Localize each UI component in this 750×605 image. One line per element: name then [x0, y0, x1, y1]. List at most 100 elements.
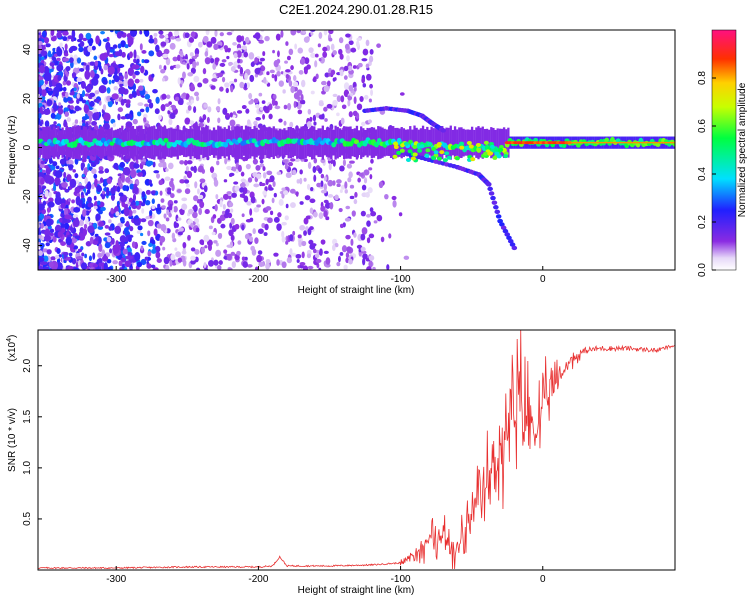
spectrogram-noise-cell [112, 122, 116, 128]
spectrogram-noise-cell [308, 239, 314, 245]
spectrogram-noise-cell [87, 202, 94, 208]
spectrogram-noise-cell [361, 227, 368, 235]
spectrogram-noise-cell [54, 254, 60, 260]
spectrogram-clump [419, 144, 425, 149]
spectrogram-noise-cell [234, 185, 240, 192]
spectrogram-noise-cell [258, 261, 265, 267]
spectrogram-noise-cell [65, 80, 72, 86]
spectrogram-noise-cell [160, 68, 166, 74]
spectrogram-noise-cell [91, 45, 96, 51]
spectrogram-noise-cell [182, 71, 186, 79]
spectrogram-noise-cell [215, 106, 221, 112]
spectrogram-band-peak [567, 141, 573, 145]
spectrogram-noise-cell [380, 236, 385, 243]
spectrogram-noise-cell [272, 49, 275, 54]
spectrogram-noise-cell [299, 201, 304, 205]
spectrogram-noise-cell [100, 206, 106, 212]
spectrogram-noise-cell [40, 50, 48, 56]
spectrogram-noise-cell [85, 64, 90, 73]
spectrogram-noise-cell [362, 48, 369, 56]
spectrogram-noise-cell [222, 107, 228, 115]
spectrogram-noise-cell [237, 58, 241, 64]
spectrogram-noise-cell [356, 244, 363, 249]
spectrogram-noise-cell [261, 222, 266, 229]
spectrogram-noise-cell [318, 167, 323, 174]
spectrogram-noise-cell [246, 119, 251, 125]
spectrogram-noise-cell [134, 252, 141, 262]
spectrogram-noise-cell [328, 73, 332, 77]
spectrogram-noise-cell [102, 104, 107, 111]
spectrogram-noise-cell [273, 252, 279, 257]
spectrogram-noise-cell [59, 158, 66, 165]
spectrogram-noise-cell [296, 179, 300, 184]
spectrogram-noise-cell [239, 187, 245, 193]
spectrogram-noise-cell [166, 190, 172, 195]
spectrogram-noise-cell [102, 255, 109, 262]
spectrogram-noise-cell [307, 265, 314, 270]
spectrogram-noise-cell [82, 174, 86, 178]
spectrogram-y-tick-label: -20 [22, 189, 33, 204]
spectrogram-noise-cell [192, 206, 197, 210]
spectrogram-noise-cell [73, 206, 81, 213]
spectrogram-noise-cell [321, 80, 327, 86]
spectrogram-noise-cell [343, 264, 348, 270]
spectrogram-noise-cell [254, 32, 261, 40]
spectrogram-noise-cell [56, 248, 61, 255]
spectrogram-noise-cell [47, 53, 53, 58]
spectrogram-noise-cell [222, 193, 229, 200]
colorbar: 0.0 0.2 0.4 0.6 0.8 Normalized spectral ampl… [697, 29, 748, 277]
spectrogram-clump [399, 148, 405, 153]
spectrogram-noise-cell [203, 262, 207, 269]
spectrogram-noise-cell [120, 98, 125, 106]
spectrogram-noise-cell [367, 119, 372, 124]
spectrogram-noise-cell [237, 64, 241, 69]
spectrogram-noise-cell [82, 209, 87, 217]
spectrogram-noise-cell [210, 58, 215, 64]
spectrogram-noise-cell [91, 183, 95, 190]
spectrogram-noise-cell [366, 213, 371, 218]
spectrogram-noise-cell [140, 232, 144, 237]
spectrogram-noise-cell [349, 184, 355, 189]
spectrogram-noise-cell [259, 65, 266, 72]
spectrogram-noise-cell [338, 207, 343, 213]
spectrogram-noise-cell [323, 85, 330, 93]
spectrogram-noise-cell [213, 43, 219, 51]
spectrogram-noise-cell [141, 240, 147, 245]
spectrogram-noise-cell [309, 226, 314, 231]
spectrogram-noise-cell [161, 205, 166, 209]
spectrogram-noise-cell [119, 242, 125, 247]
spectrogram-noise-cell [221, 210, 226, 215]
spectrogram-y-tick-label: -40 [22, 238, 33, 253]
spectrogram-noise-cell [38, 102, 43, 108]
spectrogram-noise-cell [345, 205, 351, 210]
spectrogram-noise-cell [315, 249, 320, 254]
spectrogram-x-tick-label: -200 [248, 274, 268, 285]
spectrogram-noise-cell [117, 80, 124, 85]
spectrogram-noise-cell [103, 237, 108, 242]
spectrogram-noise-cell [179, 208, 185, 216]
spectrogram-noise-cell [303, 36, 310, 43]
spectrogram-noise-cell [87, 196, 92, 203]
spectrogram-noise-cell [140, 245, 144, 251]
spectrogram-noise-cell [173, 205, 178, 213]
spectrogram-noise-cell [256, 254, 263, 263]
spectrogram-noise-cell [153, 37, 158, 45]
spectrogram-noise-cell [141, 191, 146, 198]
spectrogram-noise-cell [350, 47, 357, 53]
spectrogram-noise-cell [83, 62, 87, 66]
spectrogram-noise-cell [148, 242, 153, 247]
spectrogram-noise-cell [63, 253, 67, 259]
spectrogram-noise-cell [297, 47, 304, 54]
spectrogram-noise-cell [263, 232, 268, 237]
spectrogram-noise-cell [190, 99, 195, 104]
spectrogram-noise-cell [112, 44, 118, 49]
spectrogram-noise-cell [247, 177, 253, 183]
spectrogram-noise-cell [219, 62, 226, 67]
spectrogram-noise-cell [173, 30, 180, 37]
spectrogram-noise-cell [300, 79, 306, 88]
spectrogram-noise-cell [151, 73, 155, 78]
spectrogram-noise-cell [209, 166, 215, 173]
spectrogram-noise-cell [137, 172, 144, 177]
spectrogram-noise-cell [137, 225, 143, 231]
spectrogram-clump [475, 142, 481, 147]
